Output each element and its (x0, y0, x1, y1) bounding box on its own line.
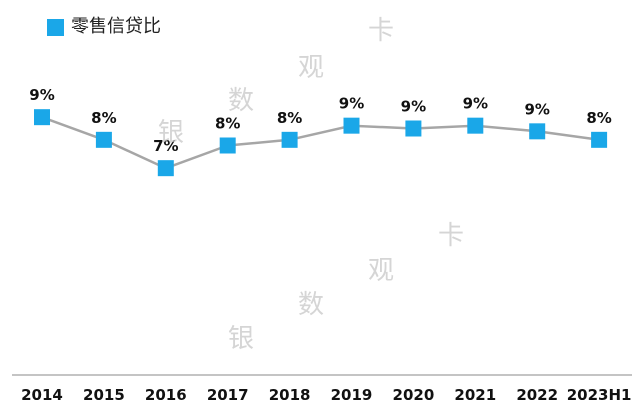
data-label: 9% (339, 95, 364, 113)
data-point-marker (343, 117, 360, 134)
x-tick-label: 2018 (269, 386, 311, 404)
data-label: 9% (29, 86, 54, 104)
x-tick-label: 2017 (207, 386, 249, 404)
data-point-marker (405, 120, 422, 137)
x-tick-label: 2020 (393, 386, 435, 404)
legend-swatch (47, 18, 64, 36)
data-label: 8% (277, 109, 302, 127)
watermark-char: 卡 (438, 221, 465, 251)
data-label: 8% (215, 115, 240, 133)
data-label: 7% (153, 137, 178, 155)
watermark-char: 银 (228, 324, 255, 354)
watermark-char: 数 (228, 86, 255, 116)
watermark-char: 数 (298, 290, 325, 320)
data-label: 8% (586, 109, 611, 127)
x-tick-label: 2021 (454, 386, 496, 404)
data-point-marker (219, 137, 236, 154)
data-label: 9% (524, 100, 549, 118)
x-tick-label: 2016 (145, 386, 187, 404)
data-label: 9% (463, 95, 488, 113)
legend-label: 零售信贷比 (71, 16, 161, 37)
watermark-char: 卡 (368, 16, 395, 46)
x-tick-label: 2014 (21, 386, 63, 404)
data-point-marker (591, 131, 608, 148)
x-tick-label: 2023H1 (567, 386, 632, 404)
x-tick-label: 2022 (516, 386, 558, 404)
data-label: 8% (91, 109, 116, 127)
watermark-char: 观 (298, 53, 325, 83)
series-line (41, 116, 600, 170)
data-point-marker (529, 123, 546, 140)
data-point-marker (157, 160, 174, 177)
watermark-char: 银 (158, 118, 185, 148)
data-point-marker (467, 117, 484, 134)
data-point-marker (281, 131, 298, 148)
x-tick-label: 2019 (331, 386, 373, 404)
data-point-marker (95, 131, 112, 148)
data-label: 9% (401, 98, 426, 116)
watermark-char: 观 (368, 256, 395, 286)
x-tick-label: 2015 (83, 386, 125, 404)
legend: 零售信贷比 (47, 17, 161, 37)
data-point-marker (34, 109, 50, 126)
